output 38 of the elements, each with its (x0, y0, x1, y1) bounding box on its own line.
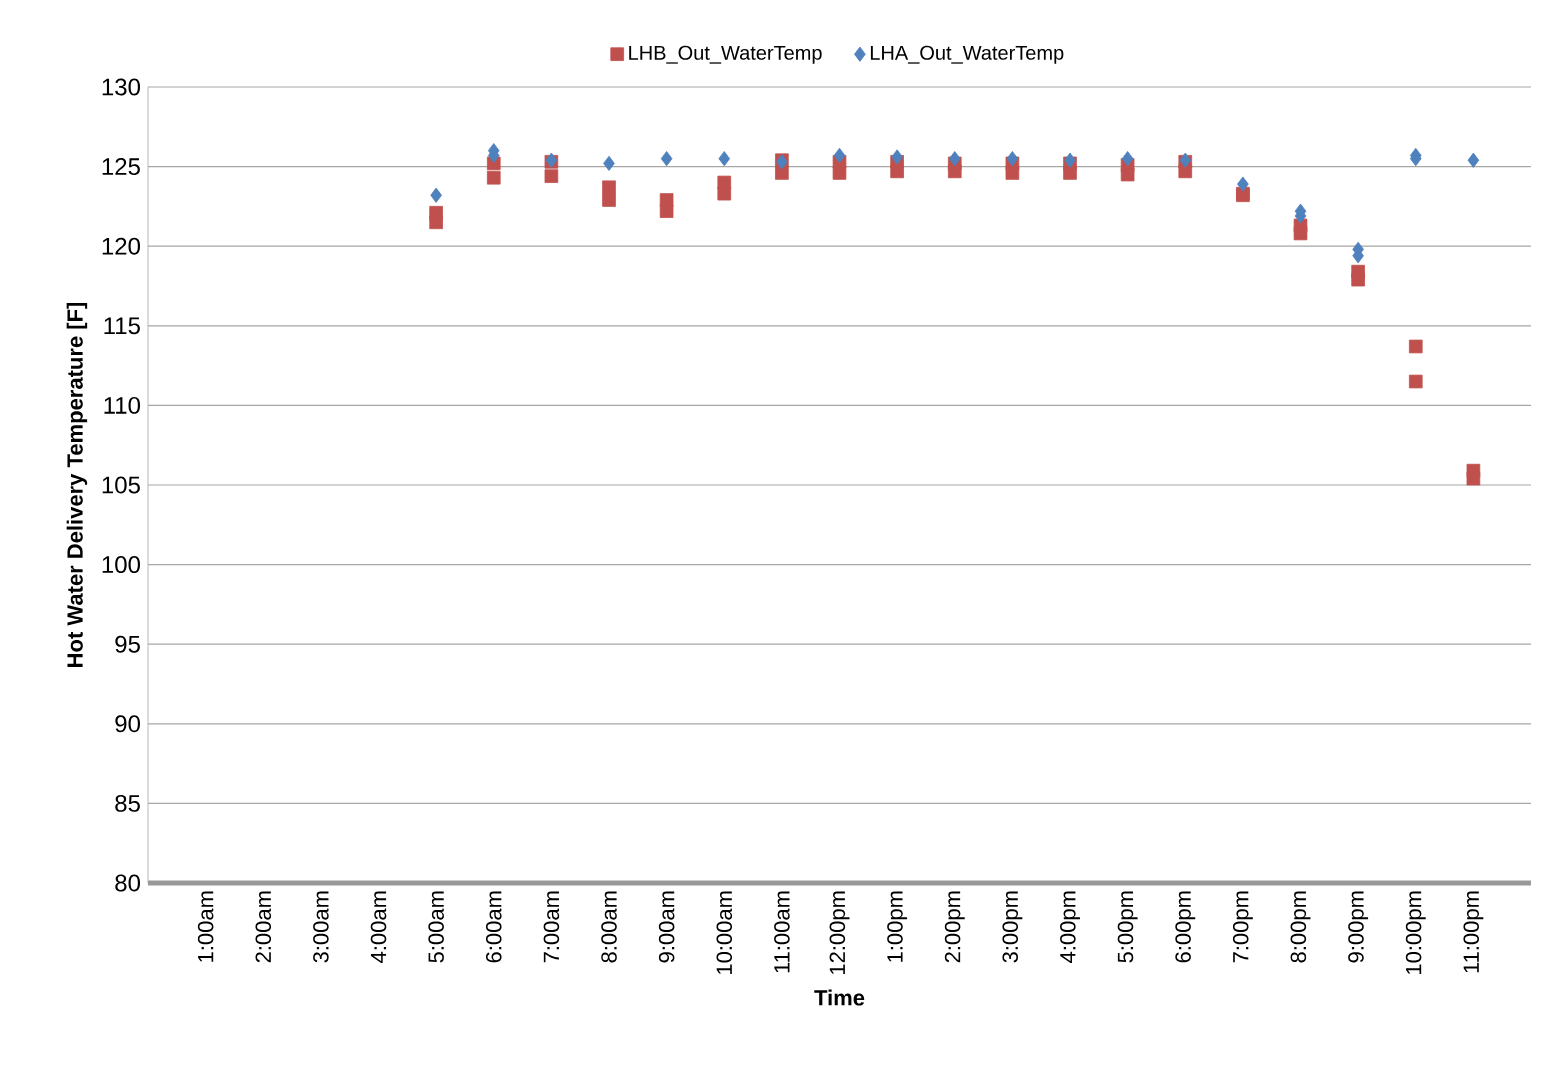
x-tick-label: 2:00am (255, 891, 272, 963)
x-tick-label: 11:00am (774, 891, 790, 973)
y-tick-label: 95 (115, 635, 140, 653)
legend-label: LHB_Out_WaterTemp (629, 45, 822, 64)
x-tick-label: 12:00pm (829, 891, 850, 974)
x-tick-label: 8:00am (601, 891, 617, 963)
y-tick-label: 115 (104, 317, 140, 335)
x-tick-label: 8:00pm (1290, 891, 1311, 963)
x-tick-label: 6:00am (485, 891, 502, 963)
y-tick-label: 130 (102, 78, 140, 96)
x-tick-label: 1:00pm (887, 891, 908, 962)
y-tick-label: 85 (115, 794, 140, 812)
y-tick-label: 110 (104, 396, 141, 414)
x-tick-label: 7:00am (543, 891, 560, 963)
x-tick-label: 4:00pm (1060, 891, 1080, 963)
x-tick-label: 10:00am (716, 891, 733, 974)
x-axis-title: Time (814, 989, 865, 1006)
x-tick-label: 6:00pm (1175, 891, 1196, 963)
x-tick-label: 4:00am (370, 891, 387, 963)
y-tick-label: 105 (102, 476, 140, 494)
x-tick-label: 5:00pm (1117, 891, 1138, 963)
y-tick-label: 125 (102, 158, 140, 176)
y-tick-label: 80 (115, 874, 141, 892)
x-tick-label: 5:00am (428, 891, 444, 963)
x-tick-label: 1:00am (197, 891, 214, 962)
y-axis-title: Hot Water Delivery Temperature [F] (66, 302, 88, 667)
x-tick-label: 9:00pm (1348, 891, 1369, 963)
x-tick-label: 9:00am (658, 891, 675, 963)
y-tick-label: 90 (115, 715, 141, 733)
x-tick-label: 10:00pm (1405, 891, 1426, 974)
x-tick-label: 7:00pm (1232, 891, 1253, 963)
x-tick-label: 11:00pm (1463, 891, 1484, 973)
x-tick-label: 2:00pm (944, 891, 965, 963)
x-tick-label: 3:00am (313, 891, 329, 963)
y-tick-label: 100 (102, 556, 140, 574)
x-tick-label: 3:00pm (1002, 891, 1023, 963)
y-tick-label: 120 (102, 237, 140, 255)
legend-label: LHA_Out_WaterTemp (870, 45, 1064, 64)
